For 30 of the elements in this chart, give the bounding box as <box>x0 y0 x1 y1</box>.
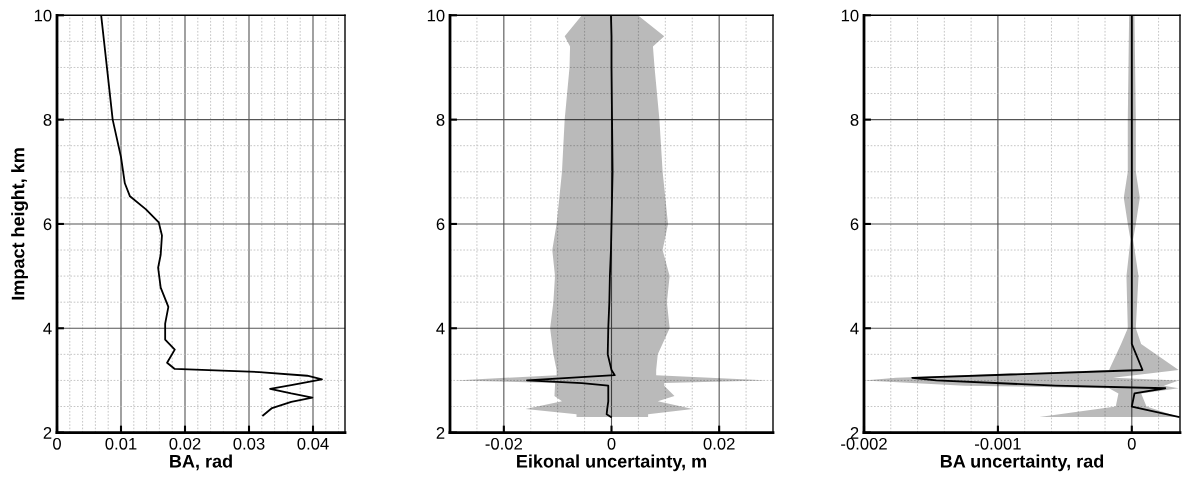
x-tick-label: 0.02 <box>169 437 201 450</box>
y-tick-label: 2 <box>43 426 52 439</box>
y-tick-label: 2 <box>436 426 445 439</box>
y-tick-label: 6 <box>850 218 859 231</box>
y-tick-label: 6 <box>436 218 445 231</box>
y-tick-label: 4 <box>436 322 445 335</box>
y-tick-label: 6 <box>43 218 52 231</box>
y-tick-label: 8 <box>43 114 52 126</box>
x-tick-label: 0 <box>1127 437 1136 450</box>
y-tick-label: 10 <box>34 9 52 22</box>
y-tick-label: 2 <box>850 426 859 439</box>
x-tick-label: 0.04 <box>297 437 329 450</box>
y-tick-label: 4 <box>43 322 52 335</box>
x-tick-label: 0 <box>607 437 616 450</box>
x-axis-title: BA, rad <box>170 454 232 471</box>
x-tick-label: 0.01 <box>105 437 137 450</box>
x-tick-label: 0.03 <box>233 437 265 450</box>
y-tick-label: 8 <box>850 114 859 126</box>
x-axis-title: BA uncertainty, rad <box>940 454 1104 472</box>
x-tick-label: -0.001 <box>975 437 1021 450</box>
y-tick-label: 4 <box>850 322 859 335</box>
x-tick-label: 0 <box>53 437 61 450</box>
y-tick-label: 8 <box>436 114 445 126</box>
x-tick-label: 0.02 <box>703 437 735 450</box>
x-axis-title: Eikonal uncertainty, m <box>517 454 707 472</box>
x-tick-label: -0.02 <box>485 437 522 450</box>
y-tick-label: 10 <box>427 9 445 22</box>
y-axis-title: Impact height, km <box>11 148 29 300</box>
x-tick-label: -0.002 <box>841 437 887 450</box>
y-tick-label: 10 <box>841 9 859 22</box>
